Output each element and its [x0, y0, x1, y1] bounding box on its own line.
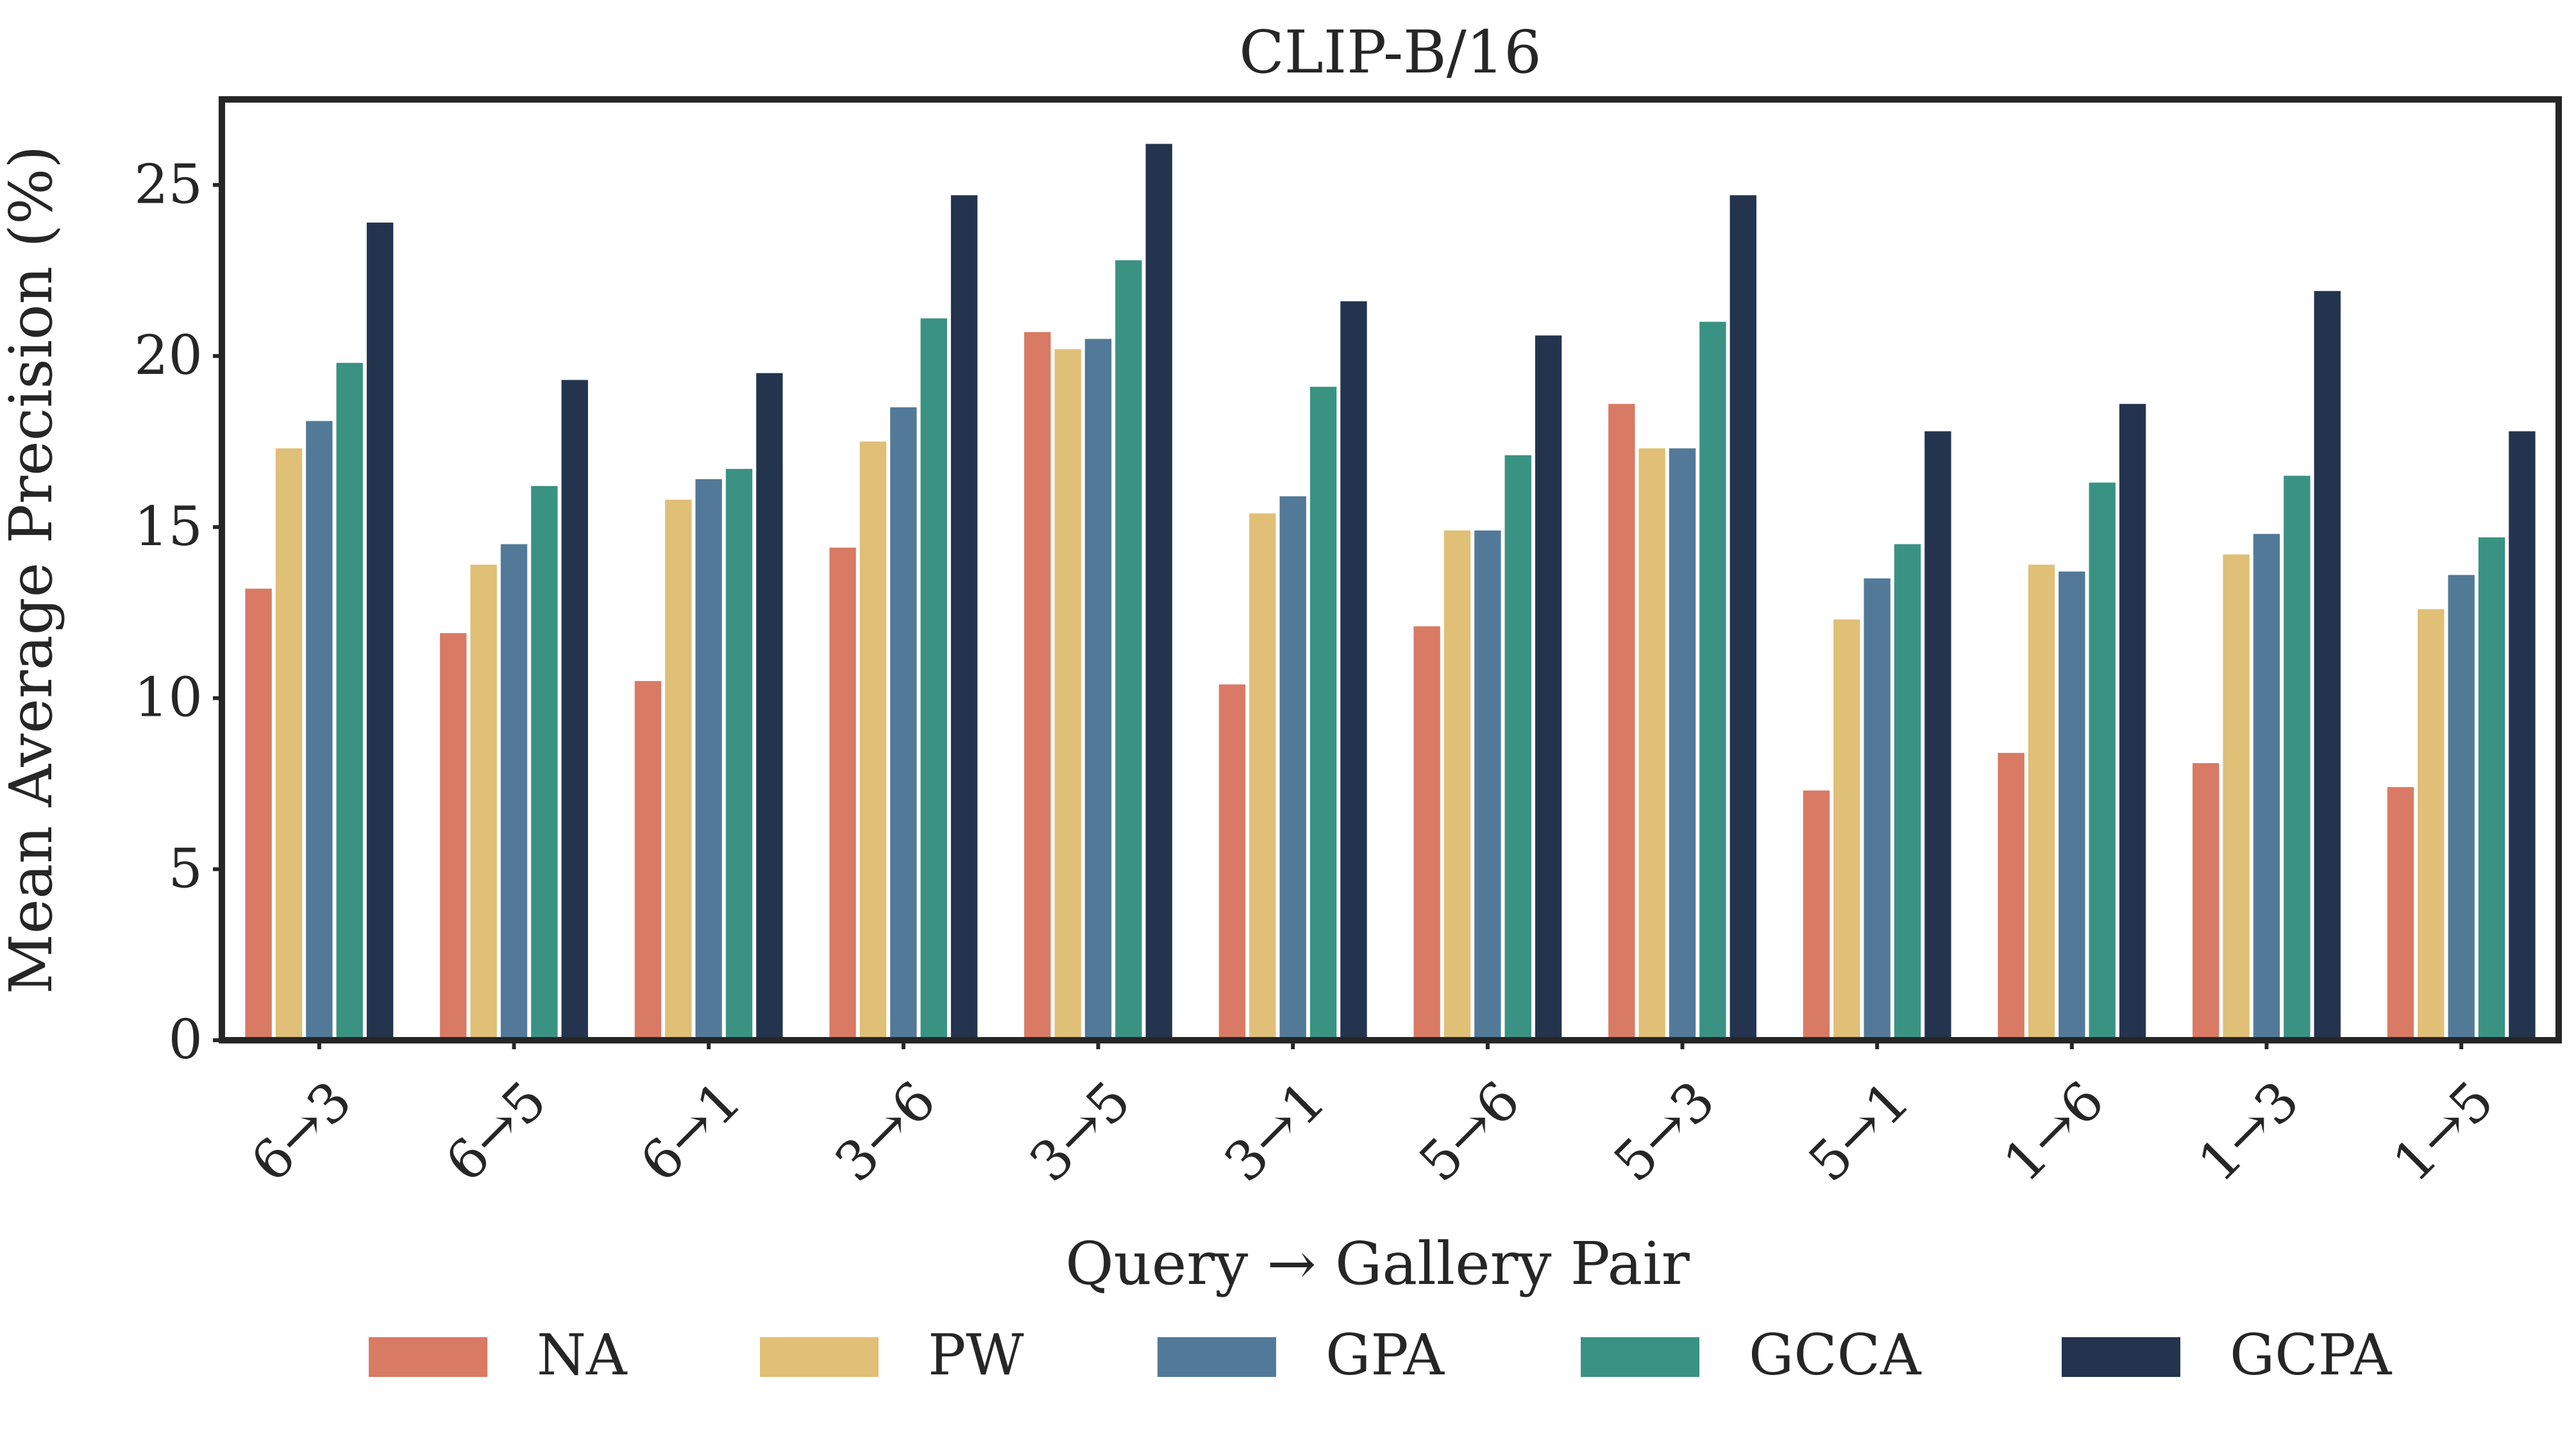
- legend-swatch-gpa: [1158, 1337, 1276, 1377]
- bar-pw-5: [1249, 513, 1276, 1040]
- y-tick-label-0: 0: [169, 1008, 203, 1071]
- bars-group: [245, 144, 2536, 1041]
- legend-label-gpa: GPA: [1326, 1322, 1445, 1388]
- bar-gcpa-9: [2119, 403, 2146, 1040]
- bar-gcpa-7: [1730, 195, 1756, 1040]
- bar-pw-0: [275, 448, 303, 1040]
- bar-na-4: [1024, 332, 1051, 1041]
- bar-na-3: [829, 547, 856, 1040]
- bar-gcca-5: [1309, 387, 1337, 1040]
- x-tick-label-5: 3→1: [1213, 1069, 1338, 1194]
- bar-gpa-2: [695, 479, 722, 1040]
- bar-na-8: [1803, 790, 1830, 1040]
- bar-gcca-10: [2284, 475, 2311, 1040]
- legend-swatch-na: [369, 1337, 487, 1377]
- bar-pw-1: [470, 564, 497, 1040]
- legend-label-gcca: GCCA: [1749, 1322, 1922, 1388]
- bar-na-10: [2193, 763, 2219, 1040]
- y-tick-label-15: 15: [134, 495, 203, 558]
- bar-gpa-8: [1864, 578, 1890, 1040]
- bar-pw-9: [2028, 564, 2055, 1040]
- bar-pw-4: [1054, 349, 1081, 1040]
- x-tick-label-4: 3→5: [1018, 1069, 1143, 1194]
- bar-gcca-0: [336, 362, 363, 1040]
- x-ticks: 6→3 6→5 6→1 3→6 3→5 3→1 5→6 5→3 5→1 1→6 1→3 1→5: [239, 1040, 2505, 1194]
- bar-gcca-3: [920, 318, 947, 1041]
- bar-na-7: [1608, 403, 1635, 1040]
- bar-gpa-1: [500, 544, 528, 1040]
- bar-gcca-1: [531, 485, 558, 1040]
- x-tick-label-8: 5→1: [1797, 1069, 1922, 1194]
- bar-gcpa-0: [366, 223, 394, 1040]
- bar-gcca-6: [1504, 455, 1531, 1040]
- bar-gpa-10: [2253, 534, 2280, 1040]
- bar-gcca-4: [1115, 260, 1142, 1040]
- x-tick-label-10: 1→3: [2186, 1069, 2311, 1194]
- bar-na-0: [245, 588, 272, 1040]
- bar-pw-7: [1638, 448, 1665, 1040]
- bar-pw-3: [859, 441, 887, 1040]
- bar-na-6: [1413, 626, 1440, 1040]
- x-tick-label-9: 1→6: [1991, 1069, 2116, 1194]
- bar-gcpa-5: [1340, 301, 1367, 1041]
- x-axis-label: Query → Gallery Pair: [1065, 1229, 1690, 1298]
- y-ticks: 0 5 10 15 20 25: [134, 153, 222, 1071]
- bar-gcpa-1: [561, 380, 588, 1040]
- bar-gpa-7: [1669, 448, 1696, 1040]
- legend-swatch-pw: [760, 1337, 879, 1377]
- bar-pw-10: [2223, 554, 2250, 1040]
- x-tick-label-1: 6→5: [434, 1069, 559, 1194]
- bar-gcpa-3: [950, 195, 978, 1040]
- bar-gcca-7: [1699, 321, 1726, 1040]
- x-tick-label-2: 6→1: [628, 1069, 753, 1194]
- bar-pw-6: [1444, 530, 1471, 1040]
- legend: NA PW GPA GCCA GCPA: [369, 1322, 2393, 1388]
- x-tick-label-11: 1→5: [2381, 1069, 2506, 1194]
- y-tick-label-10: 10: [134, 666, 203, 729]
- bar-gpa-3: [890, 407, 917, 1040]
- x-tick-label-0: 6→3: [239, 1069, 364, 1194]
- bar-na-11: [2387, 787, 2414, 1040]
- legend-swatch-gcpa: [2062, 1337, 2180, 1377]
- bar-gcca-2: [725, 469, 753, 1040]
- bar-pw-11: [2418, 609, 2445, 1040]
- bar-pw-2: [665, 500, 692, 1040]
- bar-na-9: [1998, 752, 2025, 1040]
- legend-swatch-gcca: [1581, 1337, 1699, 1377]
- y-tick-label-20: 20: [134, 324, 203, 387]
- plot-frame: [219, 96, 2562, 1043]
- legend-label-pw: PW: [928, 1322, 1024, 1388]
- y-tick-label-25: 25: [134, 153, 203, 215]
- bar-gcca-11: [2478, 537, 2505, 1040]
- y-tick-label-5: 5: [169, 837, 203, 900]
- bar-gcpa-2: [756, 373, 783, 1040]
- bar-gpa-6: [1474, 530, 1501, 1040]
- y-axis-label: Mean Average Precision (%): [0, 146, 65, 995]
- x-tick-label-3: 3→6: [823, 1069, 948, 1194]
- bar-gpa-0: [306, 421, 333, 1040]
- bar-gcpa-10: [2314, 291, 2341, 1040]
- bar-na-1: [440, 633, 467, 1040]
- bar-gcpa-11: [2509, 431, 2536, 1040]
- bar-gpa-4: [1084, 339, 1112, 1040]
- bar-gcpa-6: [1535, 335, 1562, 1040]
- legend-label-na: NA: [537, 1322, 628, 1388]
- x-tick-label-6: 5→6: [1407, 1069, 1532, 1194]
- bar-gcpa-8: [1924, 431, 1951, 1040]
- bar-na-2: [634, 680, 662, 1040]
- bar-gpa-5: [1279, 496, 1306, 1040]
- bar-gcca-9: [2089, 482, 2116, 1040]
- bar-gcpa-4: [1145, 144, 1172, 1040]
- bar-gcca-8: [1894, 544, 1921, 1040]
- x-tick-label-7: 5→3: [1602, 1069, 1727, 1194]
- bar-gpa-9: [2058, 571, 2085, 1040]
- bar-na-5: [1218, 684, 1246, 1040]
- legend-label-gcpa: GCPA: [2230, 1322, 2393, 1388]
- chart-title: CLIP-B/16: [1239, 18, 1541, 87]
- bar-pw-8: [1833, 619, 1860, 1040]
- bar-gpa-11: [2448, 575, 2475, 1040]
